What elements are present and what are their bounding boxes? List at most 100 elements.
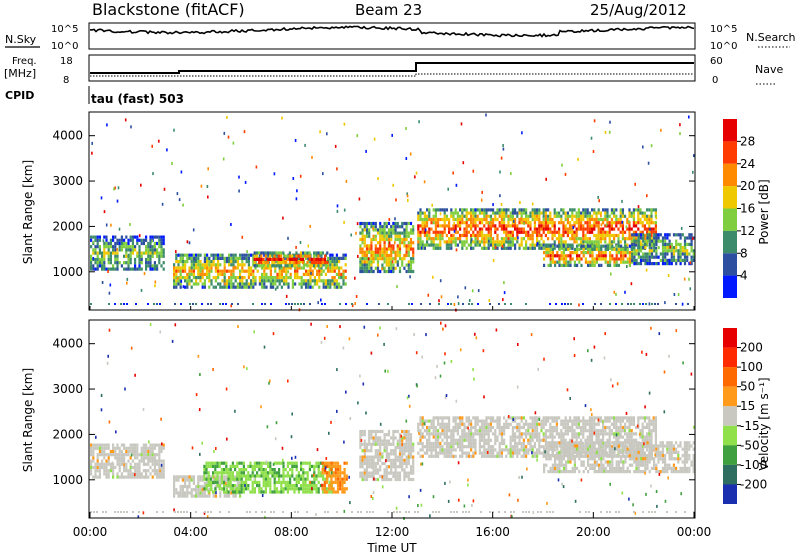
power-cell	[324, 272, 327, 276]
velocity-cell	[445, 438, 448, 442]
power-cell	[664, 246, 667, 250]
power-cell	[450, 240, 453, 244]
power-cell	[543, 263, 546, 267]
velocity-cell	[223, 480, 226, 484]
velocity-cell	[129, 472, 132, 476]
velocity-cell	[278, 474, 281, 478]
power-cell	[538, 224, 541, 228]
power-cell	[302, 272, 305, 276]
power-cell	[439, 246, 442, 250]
power-cell	[465, 246, 468, 250]
power-cell	[573, 247, 576, 251]
power-cell	[403, 221, 406, 226]
power-cell	[465, 237, 468, 241]
velocity-cell	[518, 425, 521, 430]
power-cell	[529, 224, 532, 228]
velocity-cell	[365, 477, 369, 482]
power-ground-cell	[345, 303, 347, 305]
power-cell	[566, 221, 569, 225]
power-cell	[571, 237, 574, 241]
power-cell	[582, 217, 585, 222]
power-cell	[223, 266, 226, 270]
velocity-cell	[503, 422, 506, 426]
velocity-cell	[234, 477, 237, 481]
velocity-cell	[96, 462, 99, 466]
power-cell	[498, 214, 501, 218]
velocity-cell	[525, 445, 528, 449]
velocity-cell	[379, 445, 382, 450]
velocity-cell	[445, 441, 448, 446]
power-cell	[423, 224, 426, 228]
velocity-cell	[465, 438, 468, 442]
power-cell	[492, 243, 495, 247]
power-ground-cell	[192, 303, 194, 305]
power-ground-cell	[549, 303, 551, 305]
power-cell	[296, 272, 299, 276]
velocity-cell	[98, 472, 101, 476]
velocity-cell	[514, 425, 517, 430]
velocity-cell	[96, 469, 99, 473]
velocity-cell	[370, 458, 373, 462]
power-cell	[597, 217, 600, 222]
power-cell	[554, 260, 557, 264]
power-cell	[396, 253, 399, 258]
power-cell	[392, 231, 395, 235]
velocity-cell	[547, 429, 550, 433]
power-cell	[632, 214, 635, 218]
power-cell	[175, 276, 178, 280]
velocity-cell	[409, 442, 413, 446]
power-cell	[394, 225, 397, 229]
velocity-cell	[92, 443, 95, 447]
velocity-cell	[195, 488, 198, 492]
power-cell	[573, 224, 576, 228]
power-cell	[582, 254, 585, 258]
power-cell	[448, 246, 451, 250]
power-cell	[136, 251, 139, 255]
velocity-cell	[201, 494, 204, 498]
velocity-cell	[138, 469, 141, 473]
power-cell	[417, 217, 420, 222]
velocity-cell	[262, 461, 265, 465]
power-cell	[589, 260, 592, 264]
velocity-cell	[439, 435, 442, 439]
velocity-cell	[421, 432, 424, 436]
power-cell	[217, 282, 220, 286]
velocity-cell	[516, 445, 519, 449]
power-cell	[573, 263, 576, 267]
velocity-cell	[158, 465, 161, 470]
velocity-cell	[275, 480, 278, 484]
velocity-cell	[363, 452, 366, 456]
power-cell	[379, 225, 382, 229]
velocity-cell	[334, 480, 337, 484]
power-cell	[116, 261, 119, 265]
power-cell	[306, 254, 309, 258]
power-cell	[173, 263, 176, 267]
power-cell	[569, 227, 572, 231]
velocity-cell	[392, 449, 395, 453]
velocity-cell	[188, 484, 191, 489]
velocity-cell	[101, 462, 104, 466]
power-cell	[520, 227, 523, 231]
power-noise-cell	[604, 130, 607, 134]
velocity-cell	[544, 419, 547, 423]
velocity-cell	[343, 461, 346, 465]
power-cell	[105, 245, 108, 249]
velocity-cell	[151, 449, 154, 454]
power-ground-cell	[201, 303, 203, 305]
velocity-cell	[203, 484, 206, 489]
velocity-cell	[240, 477, 243, 481]
power-noise-cell	[91, 151, 93, 155]
power-cell	[637, 252, 640, 256]
velocity-cell	[363, 468, 366, 472]
velocity-cell	[286, 464, 289, 468]
power-cell	[361, 257, 364, 261]
power-cell	[153, 251, 156, 255]
power-cell	[179, 260, 182, 264]
velocity-cell	[264, 474, 267, 478]
power-cell	[401, 263, 404, 267]
velocity-cell	[304, 471, 307, 475]
power-cell	[333, 256, 336, 260]
power-cell	[192, 269, 195, 273]
power-cell	[489, 230, 492, 234]
power-cell	[485, 221, 488, 225]
